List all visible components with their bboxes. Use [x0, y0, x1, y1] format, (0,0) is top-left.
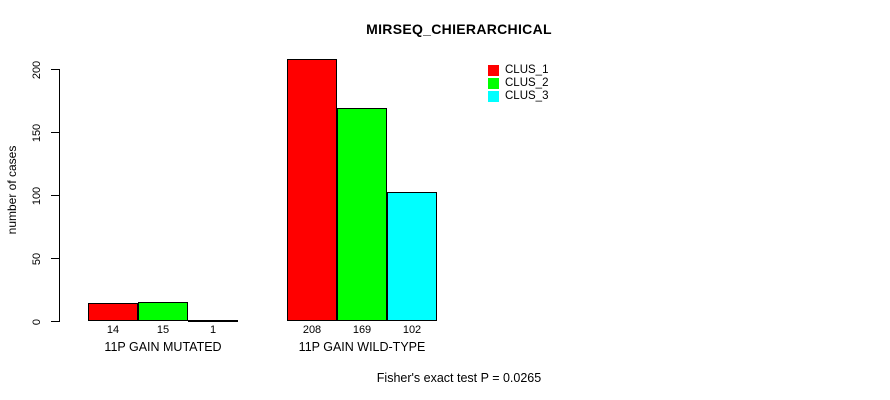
bar-value-label: 102 — [402, 324, 422, 336]
legend-item: CLUS_1 — [488, 64, 548, 77]
bar-value-label: 208 — [302, 324, 322, 336]
bar — [138, 302, 188, 321]
legend-item: CLUS_3 — [488, 90, 548, 103]
bar-value-label: 1 — [209, 324, 217, 336]
legend-label: CLUS_3 — [505, 90, 549, 102]
y-tick-label: 200 — [31, 60, 43, 79]
y-tick-label: 50 — [31, 252, 43, 265]
legend-label: CLUS_1 — [505, 64, 549, 76]
y-tick — [51, 258, 59, 259]
category-label: 11P GAIN MUTATED — [104, 340, 222, 354]
legend-item: CLUS_2 — [488, 77, 548, 90]
y-tick — [51, 132, 59, 133]
bar — [88, 303, 138, 321]
legend-label: CLUS_2 — [505, 77, 549, 89]
y-tick-label: 0 — [31, 318, 43, 325]
y-tick — [51, 69, 59, 70]
bar — [387, 192, 437, 321]
bar-value-label: 14 — [106, 324, 120, 336]
legend: CLUS_1 CLUS_2 CLUS_3 — [488, 64, 548, 103]
bar — [337, 108, 387, 321]
legend-swatch — [488, 65, 499, 76]
y-tick-label: 100 — [31, 186, 43, 205]
legend-swatch — [488, 91, 499, 102]
bar — [188, 320, 238, 322]
y-axis-label: number of cases — [5, 145, 19, 235]
y-tick-label: 150 — [31, 123, 43, 142]
bar-value-label: 169 — [352, 324, 372, 336]
legend-swatch — [488, 78, 499, 89]
y-tick — [51, 321, 59, 322]
bar — [287, 59, 337, 321]
stat-annotation: Fisher's exact test P = 0.0265 — [376, 371, 542, 385]
chart-title: MIRSEQ_CHIERARCHICAL — [366, 21, 552, 37]
category-label: 11P GAIN WILD-TYPE — [298, 340, 426, 354]
y-tick — [51, 195, 59, 196]
bar-value-label: 15 — [156, 324, 170, 336]
y-axis-line — [59, 69, 60, 322]
